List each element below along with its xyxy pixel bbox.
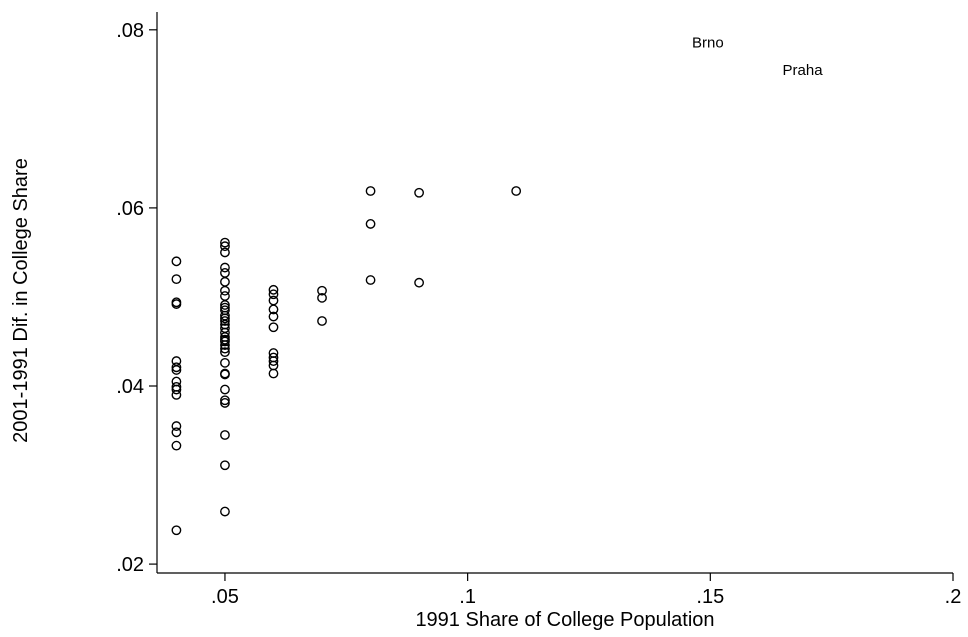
data-point	[171, 274, 182, 285]
data-point	[171, 390, 182, 400]
data-points	[171, 186, 522, 536]
data-point	[268, 322, 279, 333]
data-point	[171, 427, 182, 438]
data-point	[171, 421, 182, 431]
data-point	[511, 186, 522, 196]
data-point	[268, 311, 279, 322]
data-point	[317, 316, 327, 326]
data-point	[220, 247, 230, 258]
data-point	[220, 262, 230, 273]
x-tick-label: .15	[696, 586, 724, 608]
axes	[156, 12, 953, 574]
data-point	[268, 289, 279, 300]
data-point	[220, 276, 230, 287]
data-point	[317, 285, 327, 296]
y-tick-label: .06	[116, 198, 144, 220]
data-point	[220, 347, 230, 358]
y-tick-label: .04	[116, 376, 144, 398]
data-point	[220, 395, 230, 406]
data-point	[414, 187, 424, 198]
data-point	[220, 316, 230, 326]
data-point	[220, 291, 230, 301]
x-axis-title: 1991 Share of College Population	[415, 609, 714, 631]
data-point	[171, 525, 182, 536]
data-point	[220, 384, 230, 395]
data-point	[365, 275, 376, 285]
y-axis-title: 2001-1991 Dif. in College Share	[10, 158, 32, 443]
data-point	[220, 506, 230, 517]
y-tick-label: .02	[116, 554, 144, 576]
data-point	[268, 356, 279, 366]
point-annotations: Brno Praha	[692, 34, 823, 79]
ticks: .02 .04 .06 .08 .05 .1 .15 .2	[116, 20, 961, 608]
point-label: Praha	[783, 62, 824, 79]
data-point	[268, 304, 279, 315]
data-point	[220, 334, 230, 345]
data-point	[317, 292, 327, 303]
x-tick-label: .1	[459, 586, 476, 608]
point-label: Brno	[692, 34, 724, 51]
data-point	[220, 460, 230, 471]
data-point	[171, 440, 182, 451]
data-point	[171, 365, 182, 375]
data-point	[268, 295, 279, 306]
data-point	[220, 241, 230, 252]
data-point	[220, 268, 230, 278]
data-point	[220, 369, 230, 380]
data-point	[268, 284, 279, 295]
data-point	[220, 340, 230, 350]
y-tick-label: .08	[116, 20, 144, 42]
data-point	[365, 219, 376, 229]
data-point	[220, 398, 230, 408]
data-point	[220, 300, 230, 310]
data-point	[220, 237, 230, 248]
data-point	[220, 430, 230, 440]
data-point	[171, 299, 182, 309]
data-point	[171, 256, 182, 267]
data-point	[220, 357, 230, 368]
data-point	[171, 384, 182, 395]
x-tick-label: .05	[211, 586, 239, 608]
data-point	[365, 186, 376, 196]
data-point	[268, 368, 279, 379]
x-tick-label: .2	[945, 586, 962, 608]
data-point	[220, 313, 230, 324]
data-point	[220, 302, 230, 313]
data-point	[220, 285, 230, 296]
data-point	[414, 277, 424, 288]
data-point	[171, 362, 182, 373]
